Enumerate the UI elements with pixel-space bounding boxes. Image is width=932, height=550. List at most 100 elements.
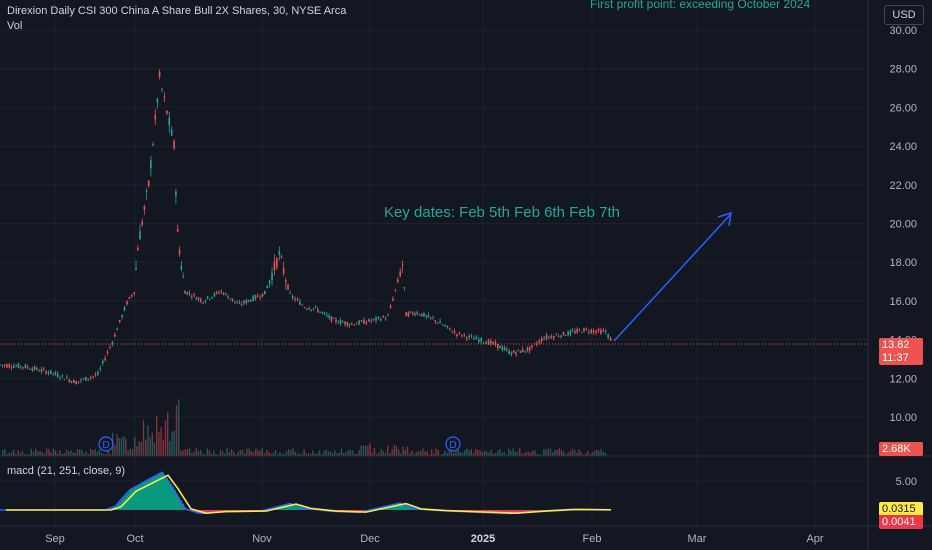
candle-body bbox=[341, 322, 344, 323]
candle-body bbox=[47, 372, 50, 374]
candle-body bbox=[416, 312, 418, 314]
candle-body bbox=[101, 361, 104, 364]
candle-body bbox=[569, 330, 572, 335]
candle-body bbox=[121, 314, 123, 318]
candle-body bbox=[446, 325, 449, 328]
macd-hist-bar bbox=[162, 472, 164, 510]
volume-bar bbox=[129, 448, 131, 456]
dividend-marker[interactable]: D bbox=[98, 436, 114, 452]
grid-lines bbox=[0, 0, 868, 526]
volume-bar bbox=[46, 448, 48, 456]
candle-body bbox=[250, 300, 252, 302]
candle-body bbox=[36, 367, 38, 370]
candle-body bbox=[560, 335, 562, 337]
candle-body bbox=[367, 319, 370, 322]
candle-body bbox=[492, 341, 495, 344]
volume-bar bbox=[582, 454, 585, 456]
macd-hist-bar bbox=[127, 493, 129, 510]
volume-bar bbox=[15, 454, 17, 456]
volume-bars bbox=[2, 399, 607, 456]
candle-body bbox=[261, 293, 264, 297]
volume-bar bbox=[391, 449, 393, 456]
volume-bar bbox=[406, 446, 409, 456]
volume-bar bbox=[395, 445, 398, 456]
macd-hist-bar bbox=[502, 510, 504, 514]
volume-bar bbox=[226, 448, 228, 456]
y-tick-label: 26.00 bbox=[889, 102, 917, 114]
macd-hist-bar bbox=[392, 504, 394, 510]
volume-bar bbox=[428, 454, 431, 456]
candle-body bbox=[33, 366, 36, 370]
candle-body bbox=[552, 336, 555, 339]
candle-body bbox=[420, 313, 423, 317]
volume-bar bbox=[580, 452, 582, 456]
candle-body bbox=[188, 292, 191, 294]
candle-body bbox=[301, 304, 304, 306]
candle-body bbox=[441, 324, 444, 326]
candle-body bbox=[291, 296, 294, 298]
volume-bar bbox=[310, 453, 312, 456]
macd-hist-bar bbox=[142, 483, 144, 510]
candle-body bbox=[503, 347, 506, 351]
candle-body bbox=[384, 318, 387, 319]
candle-body bbox=[145, 191, 148, 192]
candle-body bbox=[166, 110, 168, 114]
volume-bar bbox=[455, 451, 457, 456]
candle-body bbox=[106, 351, 109, 354]
dividend-marker[interactable]: D bbox=[445, 436, 461, 452]
volume-bar bbox=[136, 446, 138, 456]
macd-hist-bar bbox=[138, 485, 140, 510]
candle-body bbox=[80, 379, 82, 381]
volume-bar bbox=[87, 453, 90, 456]
volume-bar bbox=[479, 450, 481, 456]
macd-hist-bar bbox=[224, 510, 226, 512]
candle-body bbox=[487, 340, 490, 345]
volume-bar bbox=[589, 454, 591, 456]
volume-bar bbox=[483, 450, 486, 456]
candle-body bbox=[439, 321, 441, 324]
macd-hist-bar bbox=[132, 488, 134, 510]
candle-body bbox=[180, 265, 183, 270]
macd-hist-bar bbox=[504, 510, 506, 514]
volume-bar bbox=[378, 452, 380, 456]
macd-hist-bar bbox=[496, 510, 498, 513]
candle-body bbox=[8, 364, 11, 368]
candle-body bbox=[355, 323, 358, 325]
macd-hist-bar bbox=[506, 510, 508, 514]
candle-body bbox=[247, 299, 250, 302]
macd-hist-bar bbox=[172, 486, 174, 510]
candle-body bbox=[319, 311, 321, 313]
volume-bar bbox=[279, 452, 281, 456]
macd-hist-bar bbox=[204, 510, 206, 514]
volume-bar bbox=[420, 450, 422, 456]
volume-bar bbox=[501, 452, 503, 456]
macd-hist-bar bbox=[208, 510, 210, 513]
volume-bar bbox=[591, 452, 593, 456]
volume-bar bbox=[472, 453, 475, 456]
candle-body bbox=[89, 377, 92, 379]
volume-bar bbox=[314, 454, 316, 456]
volume-bar bbox=[296, 453, 299, 456]
candle-body bbox=[326, 314, 328, 316]
macd-hist-bar bbox=[216, 510, 218, 513]
volume-bar bbox=[387, 445, 389, 456]
currency-button[interactable]: USD bbox=[884, 5, 924, 25]
candle-body bbox=[473, 338, 475, 340]
candle-body bbox=[482, 342, 485, 344]
candle-body bbox=[310, 309, 313, 311]
candle-body bbox=[609, 338, 612, 341]
volume-bar bbox=[453, 452, 455, 456]
volume-bar bbox=[415, 452, 417, 456]
volume-bar bbox=[424, 451, 426, 456]
x-tick-label: Dec bbox=[360, 533, 380, 545]
volume-bar bbox=[147, 425, 149, 456]
volume-bar bbox=[521, 453, 523, 456]
volume-bar bbox=[175, 404, 178, 456]
volume-bar bbox=[140, 441, 142, 456]
volume-bar bbox=[180, 450, 182, 456]
volume-bar bbox=[602, 451, 604, 456]
macd-axis-labels: 5.00 bbox=[896, 476, 917, 488]
candle-body bbox=[365, 321, 368, 324]
volume-bar bbox=[389, 453, 391, 456]
